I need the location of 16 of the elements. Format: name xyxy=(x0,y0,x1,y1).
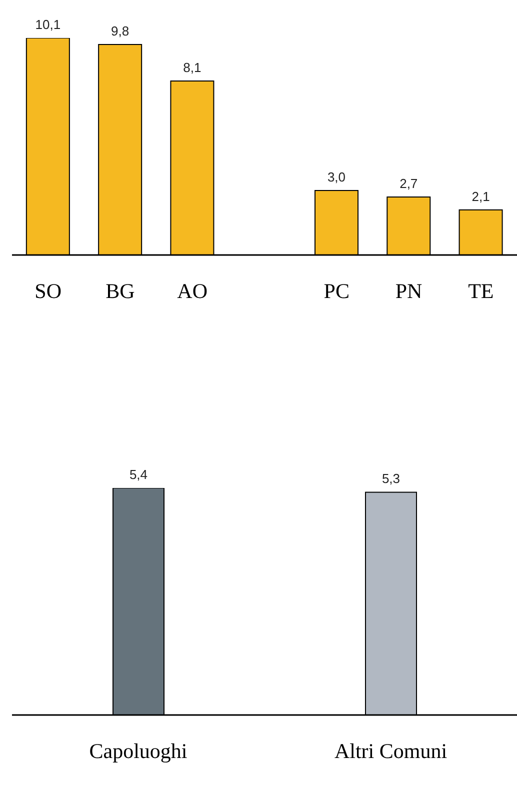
x-tick-label: TE xyxy=(468,278,494,303)
x-tick-label: AO xyxy=(177,278,208,303)
x-tick-label: PN xyxy=(395,278,422,303)
x-tick-label: BG xyxy=(106,278,135,303)
data-label: 8,1 xyxy=(183,60,202,75)
data-label: 10,1 xyxy=(35,17,61,32)
data-label: 5,4 xyxy=(129,467,148,482)
data-label: 5,3 xyxy=(382,471,400,486)
x-tick-label: PC xyxy=(324,278,350,303)
x-tick-label: Altri Comuni xyxy=(334,738,448,763)
data-label: 2,7 xyxy=(400,176,418,191)
data-label: 9,8 xyxy=(111,23,130,38)
x-tick-label: SO xyxy=(34,278,62,303)
data-label: 3,0 xyxy=(327,170,346,185)
x-tick-label: Capoluoghi xyxy=(89,738,188,763)
data-label: 2,1 xyxy=(472,188,490,204)
